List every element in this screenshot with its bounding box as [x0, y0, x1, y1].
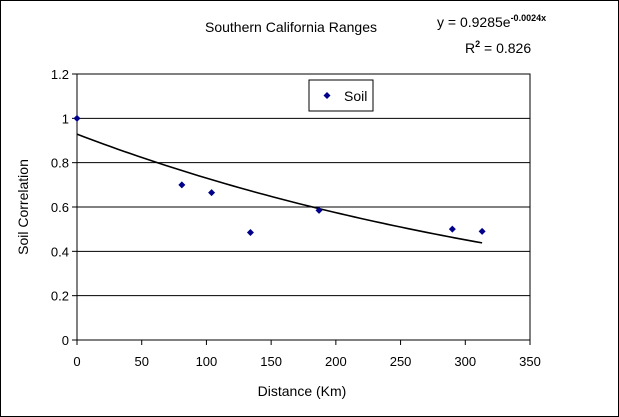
- y-tick-label: 0.6: [51, 200, 69, 215]
- y-tick-label: 0.8: [51, 156, 69, 171]
- trend-equation: y = 0.9285e-0.0024x: [437, 13, 546, 30]
- y-tick-label: 1.2: [51, 67, 69, 82]
- data-point: [478, 227, 486, 235]
- x-tick-label: 150: [260, 354, 282, 369]
- x-tick-label: 250: [390, 354, 412, 369]
- gridlines: [77, 117, 530, 297]
- data-point: [73, 114, 81, 122]
- y-tick-label: 1: [62, 111, 69, 126]
- legend-marker: [323, 92, 331, 99]
- r-squared-value: = 0.826: [480, 40, 531, 56]
- legend: Soil: [308, 79, 374, 112]
- data-point: [448, 225, 456, 233]
- trend-equation-base: y = 0.9285e: [437, 14, 511, 30]
- r-squared-sup: 2: [475, 39, 480, 49]
- data-point: [208, 189, 216, 197]
- legend-box: [308, 79, 374, 112]
- y-tick-label: 0: [62, 333, 69, 348]
- x-tick-label: 100: [196, 354, 218, 369]
- r-squared-base: R: [465, 40, 475, 56]
- trendline: [76, 133, 483, 244]
- x-tick-label: 200: [325, 354, 347, 369]
- y-axis-ticks: 0 0.2 0.4 0.6 0.8 1 1.2: [51, 67, 77, 348]
- chart-title: Southern California Ranges: [205, 19, 377, 35]
- y-tick-label: 0.4: [51, 244, 69, 259]
- data-points: [73, 114, 486, 236]
- data-point: [315, 206, 323, 214]
- x-axis-ticks: 0 50 100 150 200 250 300 350: [73, 340, 541, 369]
- x-tick-label: 300: [454, 354, 476, 369]
- data-point: [246, 228, 254, 236]
- trend-equation-exponent: -0.0024x: [511, 13, 547, 23]
- x-tick-label: 350: [519, 354, 541, 369]
- y-axis-title: Soil Correlation: [15, 159, 31, 255]
- x-axis-title: Distance (Km): [258, 383, 347, 399]
- legend-label: Soil: [344, 88, 367, 104]
- r-squared: R2 = 0.826: [465, 39, 531, 56]
- x-tick-label: 50: [134, 354, 148, 369]
- x-tick-label: 0: [73, 354, 80, 369]
- data-point: [178, 181, 186, 189]
- y-tick-label: 0.2: [51, 289, 69, 304]
